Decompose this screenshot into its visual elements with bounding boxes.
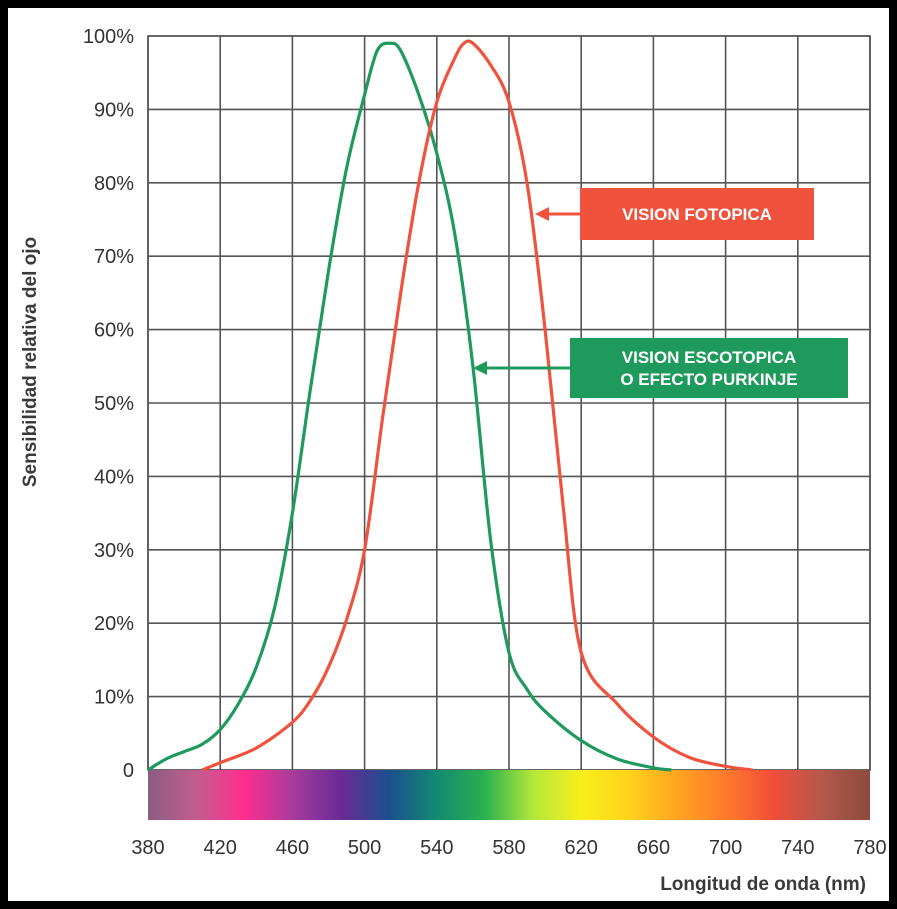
- y-tick-label: 90%: [94, 99, 134, 121]
- spectrum-color-bar: [148, 770, 870, 820]
- y-tick-label: 0: [123, 760, 134, 782]
- x-tick-label: 700: [709, 837, 742, 859]
- x-tick-label: 780: [853, 837, 886, 859]
- x-tick-label: 660: [637, 837, 670, 859]
- y-tick-label: 50%: [94, 393, 134, 415]
- y-tick-label: 40%: [94, 466, 134, 488]
- luminosity-chart: 0 10% 20% 30% 40% 50% 60% 70% 80% 90% 100% 380 420 4…: [20, 26, 887, 895]
- x-axis-label: Longitud de onda (nm): [660, 874, 866, 895]
- y-tick-label: 30%: [94, 540, 134, 562]
- photopic-label: VISION FOTOPICA: [535, 188, 814, 240]
- scotopic-label: VISION ESCOTOPICA O EFECTO PURKINJE: [473, 338, 848, 398]
- x-tick-label: 620: [565, 837, 598, 859]
- x-tick-label: 740: [781, 837, 814, 859]
- x-tick-label: 420: [204, 837, 237, 859]
- photopic-curve: [201, 39, 753, 772]
- x-tick-label: 380: [131, 837, 164, 859]
- x-tick-label: 460: [276, 837, 309, 859]
- legend-text: VISION ESCOTOPICA: [622, 348, 796, 367]
- y-tick-label: 20%: [94, 613, 134, 635]
- y-tick-label: 100%: [83, 26, 134, 48]
- chart-frame: 0 10% 20% 30% 40% 50% 60% 70% 80% 90% 100% 380 420 4…: [8, 8, 889, 901]
- arrow-head-icon: [473, 361, 487, 375]
- x-tick-label: 580: [492, 837, 525, 859]
- y-tick-label: 10%: [94, 687, 134, 709]
- x-tick-label: 540: [420, 837, 453, 859]
- callout-box: [580, 188, 814, 240]
- y-tick-label: 70%: [94, 246, 134, 268]
- legend-text: O EFECTO PURKINJE: [620, 370, 797, 389]
- x-tick-label: 500: [348, 837, 381, 859]
- legend-text: VISION FOTOPICA: [622, 205, 772, 224]
- y-tick-label: 60%: [94, 320, 134, 342]
- arrow-head-icon: [535, 207, 549, 221]
- y-axis-label: Sensibilidad relativa del ojo: [20, 237, 41, 487]
- y-tick-label: 80%: [94, 173, 134, 195]
- callout-box: [570, 338, 848, 398]
- scotopic-curve: [147, 41, 672, 772]
